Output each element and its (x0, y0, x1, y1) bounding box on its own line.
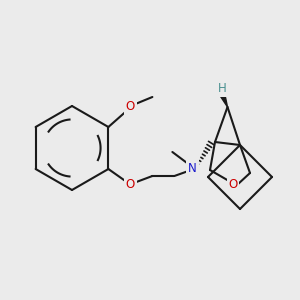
Text: O: O (228, 178, 238, 190)
Text: H: H (218, 82, 227, 95)
Text: N: N (188, 161, 197, 175)
Text: O: O (126, 178, 135, 190)
Polygon shape (220, 94, 227, 107)
Text: O: O (126, 100, 135, 113)
